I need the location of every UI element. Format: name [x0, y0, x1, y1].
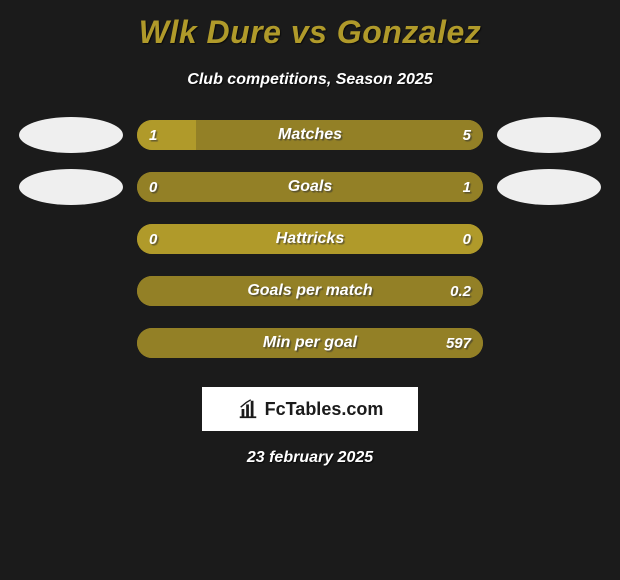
bar-value-right: 0: [463, 224, 471, 254]
comparison-row: Min per goal597: [0, 325, 620, 361]
bar-chart-icon: [237, 398, 259, 420]
comparison-row: Goals01: [0, 169, 620, 205]
bar-segment-right: [137, 172, 483, 202]
comparison-bar: Min per goal597: [137, 328, 483, 358]
avatar-spacer: [19, 221, 123, 257]
avatar-spacer: [497, 221, 601, 257]
bar-value-right: 0.2: [450, 276, 471, 306]
logo-text: FcTables.com: [265, 399, 384, 420]
avatar-spacer: [19, 325, 123, 361]
bar-segment-left: [137, 120, 196, 150]
bar-value-left: 0: [149, 172, 157, 202]
bar-segment-right: [196, 120, 483, 150]
bar-value-left: 1: [149, 120, 157, 150]
comparison-bar: Goals01: [137, 172, 483, 202]
bar-segment-right: [137, 276, 483, 306]
comparison-row: Matches15: [0, 117, 620, 153]
page-title: Wlk Dure vs Gonzalez: [0, 0, 620, 51]
comparison-rows: Matches15Goals01Hattricks00Goals per mat…: [0, 117, 620, 361]
comparison-row: Hattricks00: [0, 221, 620, 257]
comparison-bar: Goals per match0.2: [137, 276, 483, 306]
comparison-bar: Hattricks00: [137, 224, 483, 254]
bar-value-right: 597: [446, 328, 471, 358]
player-avatar-right: [497, 117, 601, 153]
bar-value-left: 0: [149, 224, 157, 254]
page-subtitle: Club competitions, Season 2025: [0, 71, 620, 89]
container: Wlk Dure vs Gonzalez Club competitions, …: [0, 0, 620, 467]
player-avatar-left: [19, 117, 123, 153]
bar-segment-left: [137, 224, 483, 254]
player-avatar-right: [497, 169, 601, 205]
bar-segment-right: [137, 328, 483, 358]
footer-date: 23 february 2025: [0, 449, 620, 467]
avatar-spacer: [497, 273, 601, 309]
bar-value-right: 1: [463, 172, 471, 202]
comparison-bar: Matches15: [137, 120, 483, 150]
player-avatar-left: [19, 169, 123, 205]
comparison-row: Goals per match0.2: [0, 273, 620, 309]
avatar-spacer: [497, 325, 601, 361]
avatar-spacer: [19, 273, 123, 309]
bar-value-right: 5: [463, 120, 471, 150]
logo-box[interactable]: FcTables.com: [202, 387, 418, 431]
